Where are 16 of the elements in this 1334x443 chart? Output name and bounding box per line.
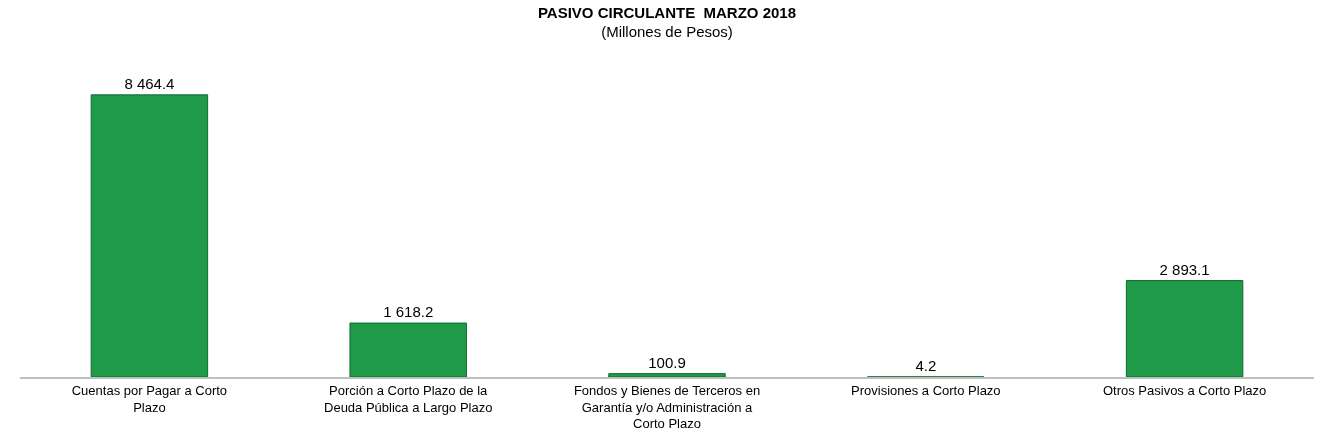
x-tick-label: Cuentas por Pagar a Corto Plazo — [71, 382, 228, 415]
data-label: 1 618.2 — [383, 303, 434, 321]
bar — [349, 322, 467, 377]
x-tick-label: Otros Pasivos a Corto Plazo — [1102, 382, 1267, 398]
x-tick-label: Porción a Corto Plazo de la Deuda Pública a Largo Plazo — [324, 382, 493, 415]
x-tick-label: Fondos y Bienes de Terceros en Garantía y/o Administración a Corto Plazo — [573, 382, 761, 432]
bar — [90, 94, 209, 377]
x-tick-label: Provisiones a Corto Plazo — [851, 382, 1001, 398]
data-label: 4.2 — [915, 356, 937, 374]
data-label: 100.9 — [648, 353, 686, 371]
chart-subtitle: (Millones de Pesos) — [601, 23, 733, 41]
data-label: 8 464.4 — [124, 74, 175, 92]
data-label: 2 893.1 — [1159, 260, 1210, 278]
chart-title: PASIVO CIRCULANTE MARZO 2018 — [537, 3, 797, 21]
bar — [1125, 280, 1244, 377]
bar — [608, 373, 726, 377]
